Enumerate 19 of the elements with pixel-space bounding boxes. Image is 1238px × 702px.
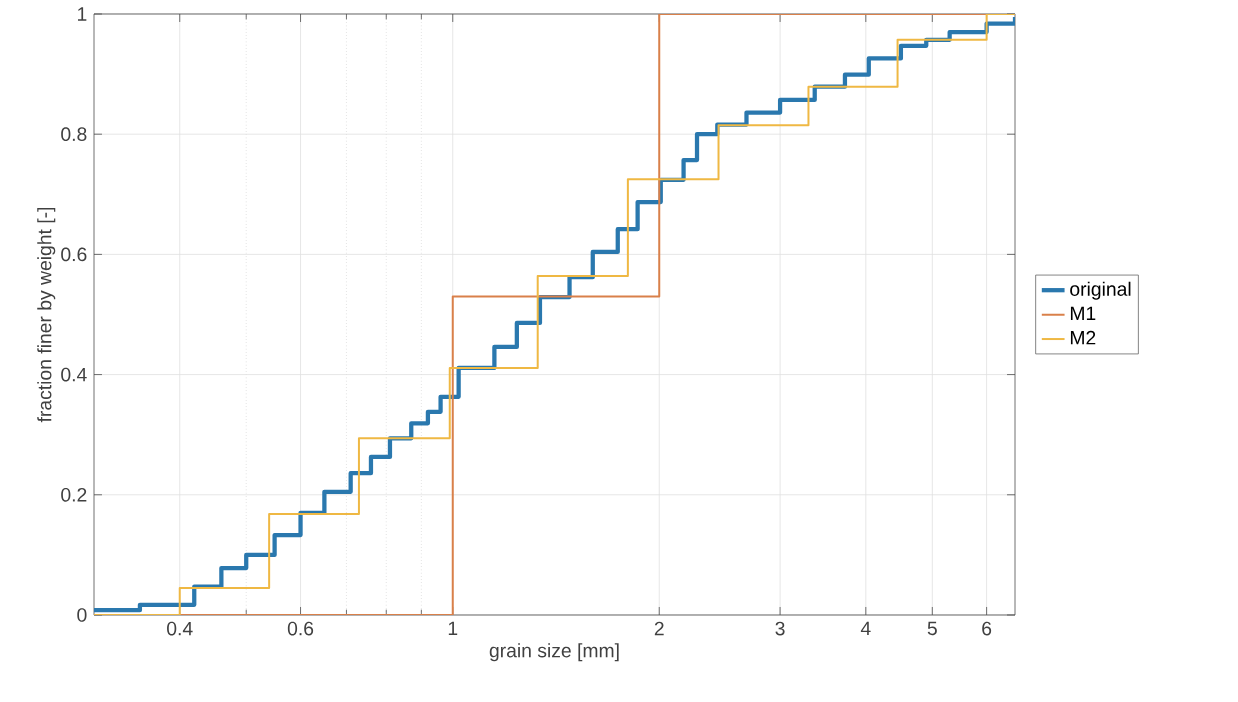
x-tick-label: 4: [860, 621, 871, 635]
y-tick-label: 0.2: [61, 487, 87, 502]
x-tick-label: 1: [448, 621, 458, 635]
legend-label: original: [1070, 281, 1131, 300]
y-tick-label: 0.8: [61, 127, 87, 142]
y-tick-label: 0.6: [61, 247, 87, 262]
y-tick-label: 0: [77, 608, 87, 622]
legend-label: M2: [1070, 330, 1096, 345]
x-tick-label: 2: [654, 621, 664, 636]
x-tick-label: 6: [982, 621, 992, 636]
y-axis-title: fraction finer by weight [-]: [37, 207, 56, 423]
x-tick-label: 0.4: [167, 621, 193, 636]
x-axis-title: grain size [mm]: [489, 643, 619, 662]
x-tick-label: 0.6: [287, 621, 314, 636]
legend-label: M1: [1070, 306, 1096, 320]
y-tick-label: 0.4: [61, 367, 87, 382]
x-tick-label: 3: [775, 621, 785, 636]
x-tick-label: 5: [927, 621, 937, 636]
y-tick-label: 1: [78, 7, 87, 21]
